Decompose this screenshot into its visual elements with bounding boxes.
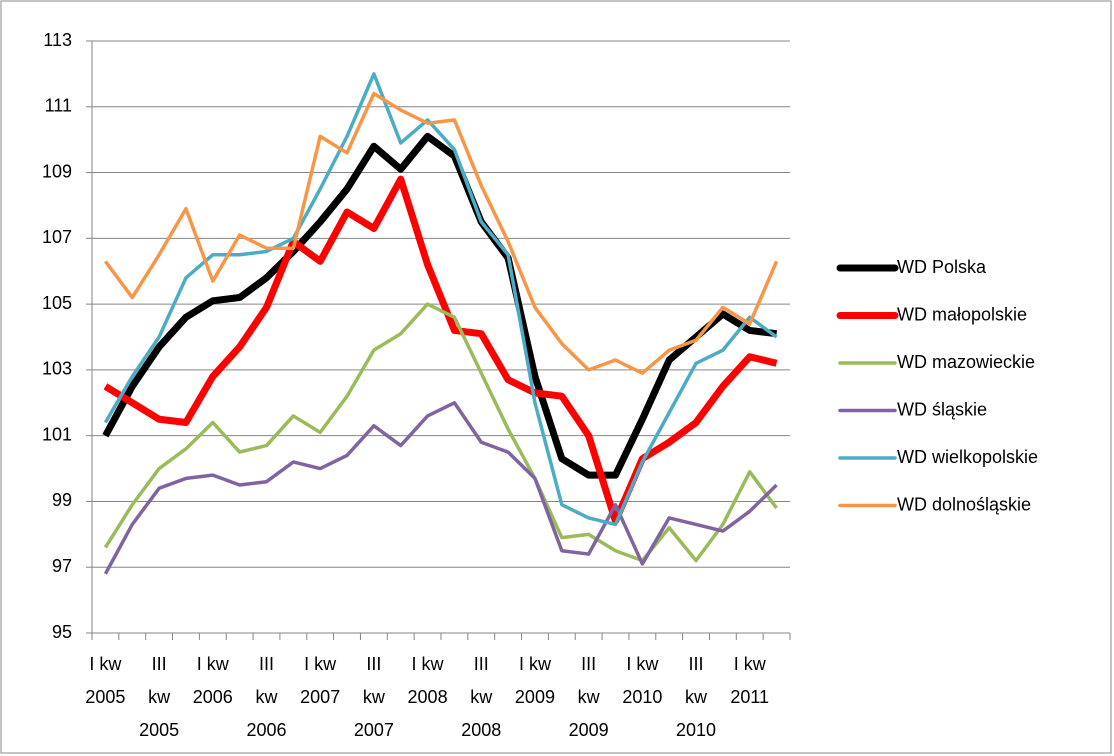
- x-tick-label: III kw 2006: [246, 654, 287, 740]
- series-line: [103, 72, 778, 527]
- x-tick-label: III kw 2005: [139, 654, 180, 740]
- y-tick-label: 107: [42, 227, 72, 247]
- y-tick-label: 105: [42, 293, 72, 313]
- x-tick-label: I kw 2009: [514, 654, 555, 707]
- x-tick-label: III kw 2007: [353, 654, 394, 740]
- legend-label: WD mazowieckie: [897, 352, 1035, 372]
- x-tick-label: III kw 2010: [676, 654, 717, 740]
- y-tick-label: 113: [43, 30, 72, 50]
- y-tick-label: 95: [52, 622, 72, 642]
- series-line: [103, 175, 778, 525]
- x-tick-label: I kw 2007: [300, 654, 341, 707]
- series-line: [103, 401, 778, 575]
- series-line: [102, 132, 778, 479]
- series-line: [103, 302, 778, 563]
- y-tick-label: 103: [42, 359, 72, 379]
- legend-label: WD małopolskie: [897, 304, 1027, 324]
- x-tick-label: I kw 2011: [730, 654, 770, 707]
- legend-label: WD Polska: [897, 257, 987, 277]
- y-tick-label: 111: [45, 96, 72, 116]
- x-tick-label: III kw 2009: [568, 654, 609, 740]
- x-tick-label: III kw 2008: [461, 654, 502, 740]
- y-tick-label: 101: [42, 424, 72, 444]
- y-tick-label: 97: [52, 556, 72, 576]
- legend-label: WD śląskie: [897, 399, 987, 419]
- x-tick-label: I kw 2005: [85, 654, 126, 707]
- x-tick-label: I kw 2006: [192, 654, 233, 707]
- series-line: [104, 91, 779, 375]
- legend-label: WD wielkopolskie: [897, 447, 1038, 467]
- y-tick-label: 99: [52, 490, 72, 510]
- x-tick-label: I kw 2008: [407, 654, 448, 707]
- legend-label: WD dolnośląskie: [897, 494, 1031, 514]
- x-tick-label: I kw 2010: [622, 654, 663, 707]
- y-tick-label: 109: [42, 161, 72, 181]
